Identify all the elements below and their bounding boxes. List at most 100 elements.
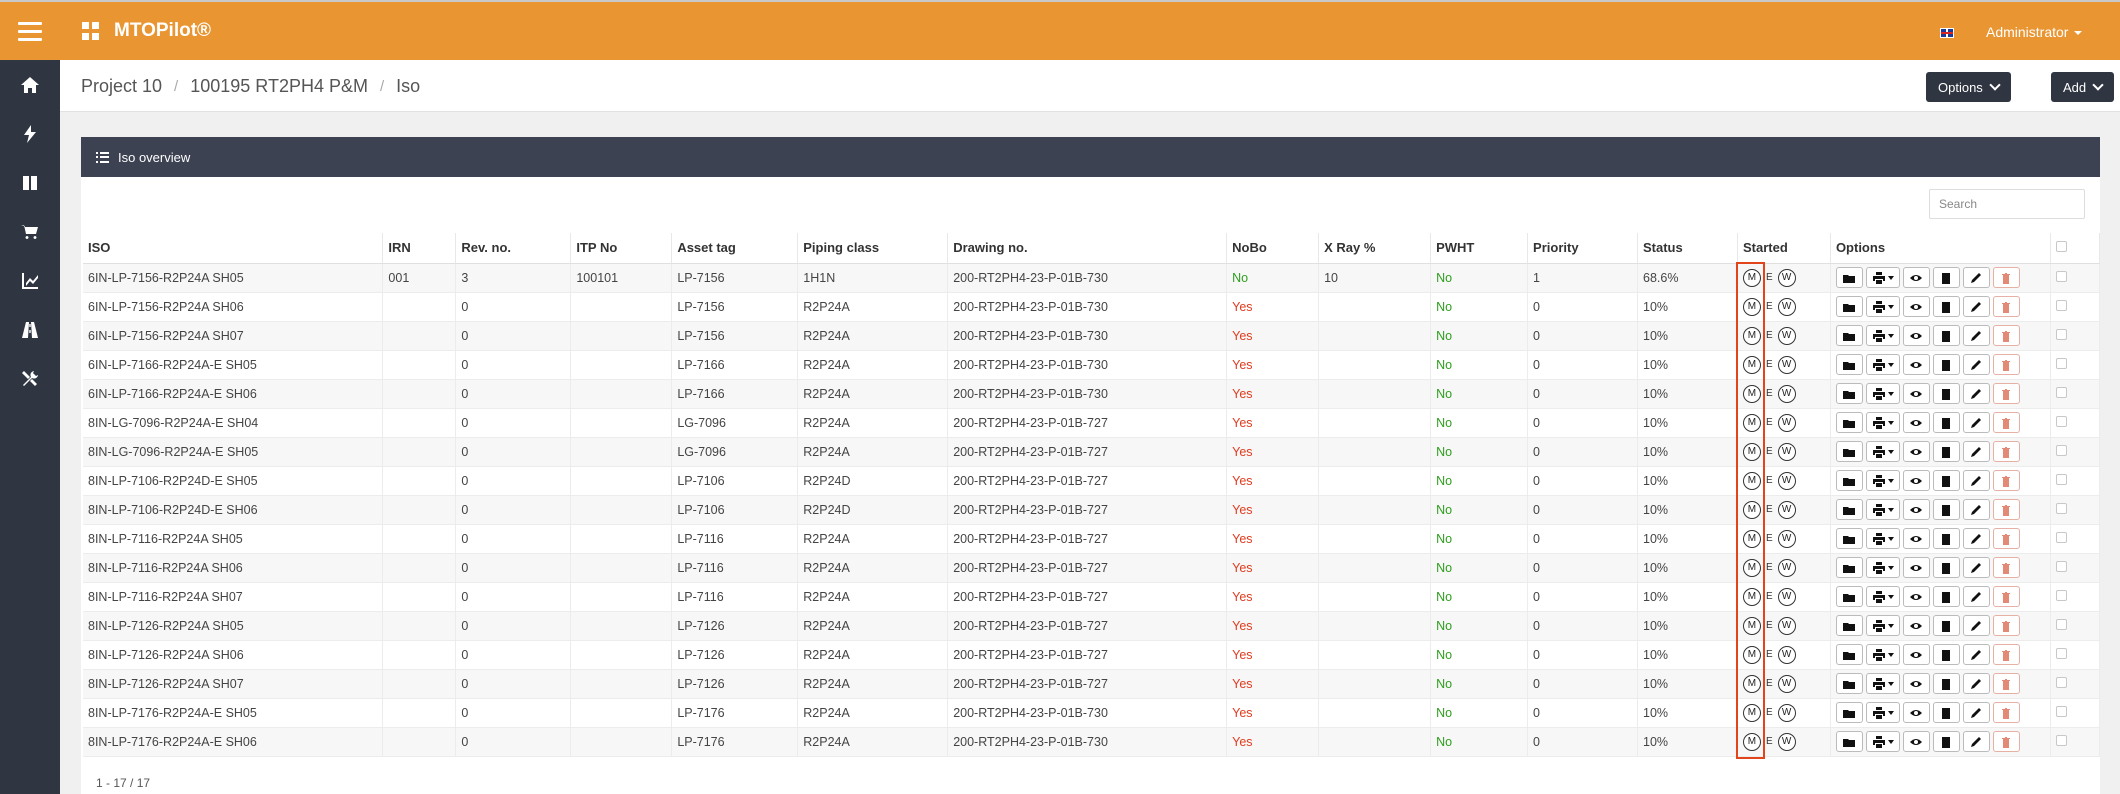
start-w-button[interactable]: W — [1777, 355, 1796, 374]
start-m-button[interactable]: M — [1742, 384, 1761, 403]
start-e-button[interactable]: E — [1765, 533, 1773, 544]
column-header-piping[interactable]: Piping class — [797, 233, 949, 264]
row-checkbox[interactable] — [2055, 618, 2067, 630]
edit-button[interactable] — [1962, 499, 1990, 520]
start-e-button[interactable]: E — [1765, 736, 1773, 747]
copy-button[interactable] — [1932, 644, 1960, 665]
view-button[interactable] — [1902, 557, 1930, 578]
copy-button[interactable] — [1932, 557, 1960, 578]
delete-button[interactable] — [1992, 644, 2020, 665]
copy-button[interactable] — [1932, 441, 1960, 462]
start-e-button[interactable]: E — [1765, 678, 1773, 689]
print-dropdown-button[interactable] — [1865, 557, 1900, 578]
row-checkbox[interactable] — [2055, 647, 2067, 659]
open-folder-button[interactable] — [1835, 499, 1863, 520]
open-folder-button[interactable] — [1835, 383, 1863, 404]
copy-button[interactable] — [1932, 731, 1960, 752]
column-header-irn[interactable]: IRN — [382, 233, 457, 264]
copy-button[interactable] — [1932, 702, 1960, 723]
open-folder-button[interactable] — [1835, 267, 1863, 288]
table-row[interactable]: 8IN-LP-7126-R2P24A SH05 0 LP-7126 R2P24A 200… — [83, 611, 2101, 641]
edit-button[interactable] — [1962, 325, 1990, 346]
start-e-button[interactable]: E — [1765, 620, 1773, 631]
start-w-button[interactable]: W — [1777, 645, 1796, 664]
table-row[interactable]: 8IN-LP-7106-R2P24D-E SH06 0 LP-7106 R2P24D 2… — [83, 495, 2101, 525]
table-row[interactable]: 8IN-LP-7126-R2P24A SH06 0 LP-7126 R2P24A 200… — [83, 640, 2101, 670]
delete-button[interactable] — [1992, 296, 2020, 317]
start-m-button[interactable]: M — [1742, 529, 1761, 548]
sidebar-item-road[interactable] — [0, 305, 60, 354]
delete-button[interactable] — [1992, 557, 2020, 578]
print-dropdown-button[interactable] — [1865, 615, 1900, 636]
copy-button[interactable] — [1932, 296, 1960, 317]
start-w-button[interactable]: W — [1777, 268, 1796, 287]
copy-button[interactable] — [1932, 412, 1960, 433]
open-folder-button[interactable] — [1835, 673, 1863, 694]
start-e-button[interactable]: E — [1765, 649, 1773, 660]
start-m-button[interactable]: M — [1742, 471, 1761, 490]
table-row[interactable]: 6IN-LP-7166-R2P24A-E SH06 0 LP-7166 R2P24A 2… — [83, 379, 2101, 409]
start-m-button[interactable]: M — [1742, 616, 1761, 635]
view-button[interactable] — [1902, 267, 1930, 288]
delete-button[interactable] — [1992, 267, 2020, 288]
edit-button[interactable] — [1962, 644, 1990, 665]
delete-button[interactable] — [1992, 470, 2020, 491]
print-dropdown-button[interactable] — [1865, 383, 1900, 404]
start-e-button[interactable]: E — [1765, 417, 1773, 428]
row-checkbox[interactable] — [2055, 444, 2067, 456]
table-row[interactable]: 6IN-LP-7156-R2P24A SH05 001 3 100101 LP-7156… — [83, 263, 2101, 293]
column-header-priority[interactable]: Priority — [1527, 233, 1638, 264]
copy-button[interactable] — [1932, 528, 1960, 549]
start-e-button[interactable]: E — [1765, 707, 1773, 718]
print-dropdown-button[interactable] — [1865, 296, 1900, 317]
select-all-checkbox[interactable] — [2055, 241, 2067, 253]
edit-button[interactable] — [1962, 586, 1990, 607]
table-row[interactable]: 8IN-LP-7106-R2P24D-E SH05 0 LP-7106 R2P24D 2… — [83, 466, 2101, 496]
edit-button[interactable] — [1962, 470, 1990, 491]
sidebar-item-purchase[interactable] — [0, 207, 60, 256]
start-e-button[interactable]: E — [1765, 330, 1773, 341]
row-checkbox[interactable] — [2055, 676, 2067, 688]
row-checkbox[interactable] — [2055, 734, 2067, 746]
start-w-button[interactable]: W — [1777, 413, 1796, 432]
start-w-button[interactable]: W — [1777, 703, 1796, 722]
table-row[interactable]: 8IN-LG-7096-R2P24A-E SH05 0 LG-7096 R2P24A 2… — [83, 437, 2101, 467]
delete-button[interactable] — [1992, 354, 2020, 375]
view-button[interactable] — [1902, 528, 1930, 549]
view-button[interactable] — [1902, 644, 1930, 665]
open-folder-button[interactable] — [1835, 296, 1863, 317]
column-header-pwht[interactable]: PWHT — [1430, 233, 1529, 264]
delete-button[interactable] — [1992, 702, 2020, 723]
row-checkbox[interactable] — [2055, 328, 2067, 340]
start-m-button[interactable]: M — [1742, 645, 1761, 664]
start-m-button[interactable]: M — [1742, 326, 1761, 345]
view-button[interactable] — [1902, 615, 1930, 636]
start-m-button[interactable]: M — [1742, 413, 1761, 432]
start-m-button[interactable]: M — [1742, 297, 1761, 316]
start-m-button[interactable]: M — [1742, 500, 1761, 519]
edit-button[interactable] — [1962, 615, 1990, 636]
start-e-button[interactable]: E — [1765, 562, 1773, 573]
start-m-button[interactable]: M — [1742, 587, 1761, 606]
edit-button[interactable] — [1962, 296, 1990, 317]
column-header-xray[interactable]: X Ray % — [1318, 233, 1432, 264]
row-checkbox[interactable] — [2055, 502, 2067, 514]
edit-button[interactable] — [1962, 528, 1990, 549]
print-dropdown-button[interactable] — [1865, 354, 1900, 375]
user-menu[interactable]: Administrator — [1986, 24, 2083, 40]
view-button[interactable] — [1902, 731, 1930, 752]
delete-button[interactable] — [1992, 383, 2020, 404]
print-dropdown-button[interactable] — [1865, 325, 1900, 346]
print-dropdown-button[interactable] — [1865, 441, 1900, 462]
start-e-button[interactable]: E — [1765, 475, 1773, 486]
start-m-button[interactable]: M — [1742, 268, 1761, 287]
delete-button[interactable] — [1992, 441, 2020, 462]
row-checkbox[interactable] — [2055, 386, 2067, 398]
start-w-button[interactable]: W — [1777, 732, 1796, 751]
open-folder-button[interactable] — [1835, 354, 1863, 375]
start-w-button[interactable]: W — [1777, 471, 1796, 490]
table-row[interactable]: 6IN-LP-7166-R2P24A-E SH05 0 LP-7166 R2P24A 2… — [83, 350, 2101, 380]
print-dropdown-button[interactable] — [1865, 731, 1900, 752]
delete-button[interactable] — [1992, 586, 2020, 607]
edit-button[interactable] — [1962, 412, 1990, 433]
